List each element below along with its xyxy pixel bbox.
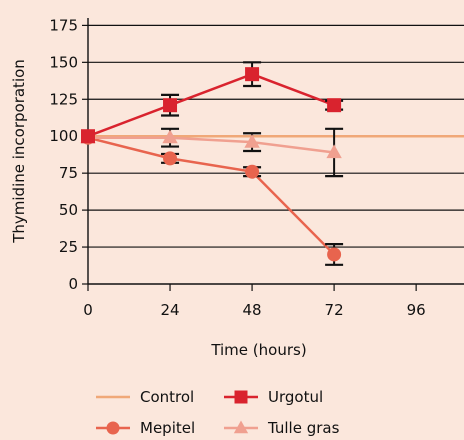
x-axis-title: Time (hours)	[210, 341, 306, 359]
data-point-tulle-gras	[162, 129, 178, 144]
legend-marker-tulle-gras	[233, 420, 249, 434]
data-point-urgotul	[327, 98, 342, 113]
data-point-urgotul	[163, 98, 178, 113]
x-tick-label: 96	[407, 301, 426, 319]
legend-label-tulle-gras: Tulle gras	[267, 419, 340, 437]
x-tick-label: 24	[160, 301, 179, 319]
y-tick-label: 175	[49, 16, 78, 34]
data-point-mepitel	[327, 247, 342, 262]
data-point-urgotul	[81, 129, 95, 144]
y-tick-label: 125	[49, 90, 78, 108]
legend-label-control: Control	[140, 388, 194, 406]
y-tick-label: 100	[49, 127, 78, 145]
data-point-mepitel	[163, 151, 178, 166]
series-line-urgotul	[87, 72, 335, 138]
data-point-mepitel	[245, 164, 260, 179]
y-tick-label: 0	[68, 275, 78, 293]
y-tick-label: 50	[59, 201, 78, 219]
y-tick-label: 75	[59, 164, 78, 182]
y-tick-label: 150	[49, 53, 78, 71]
legend-label-mepitel: Mepitel	[140, 419, 195, 437]
y-tick-label: 25	[59, 238, 78, 256]
legend-marker-urgotul	[234, 390, 248, 404]
x-tick-label: 48	[243, 301, 262, 319]
y-axis-title: Thymidine incorporation	[10, 59, 28, 244]
legend-marker-mepitel	[106, 421, 120, 435]
data-point-urgotul	[245, 67, 260, 82]
data-point-tulle-gras	[326, 144, 342, 159]
data-point-tulle-gras	[244, 134, 260, 148]
series-line-tulle-gras	[88, 136, 335, 154]
x-tick-label: 0	[83, 301, 93, 319]
series-line-mepitel	[87, 136, 335, 256]
legend-label-urgotul: Urgotul	[268, 388, 323, 406]
x-tick-label: 72	[325, 301, 344, 319]
